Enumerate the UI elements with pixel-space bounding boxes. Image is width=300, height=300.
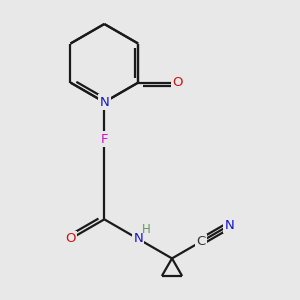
Text: N: N [133,232,143,245]
Text: F: F [100,133,108,146]
Text: N: N [225,219,234,232]
Text: O: O [65,232,76,245]
Text: H: H [142,223,151,236]
Text: C: C [196,235,206,248]
Text: O: O [172,76,182,89]
Text: N: N [99,96,109,109]
